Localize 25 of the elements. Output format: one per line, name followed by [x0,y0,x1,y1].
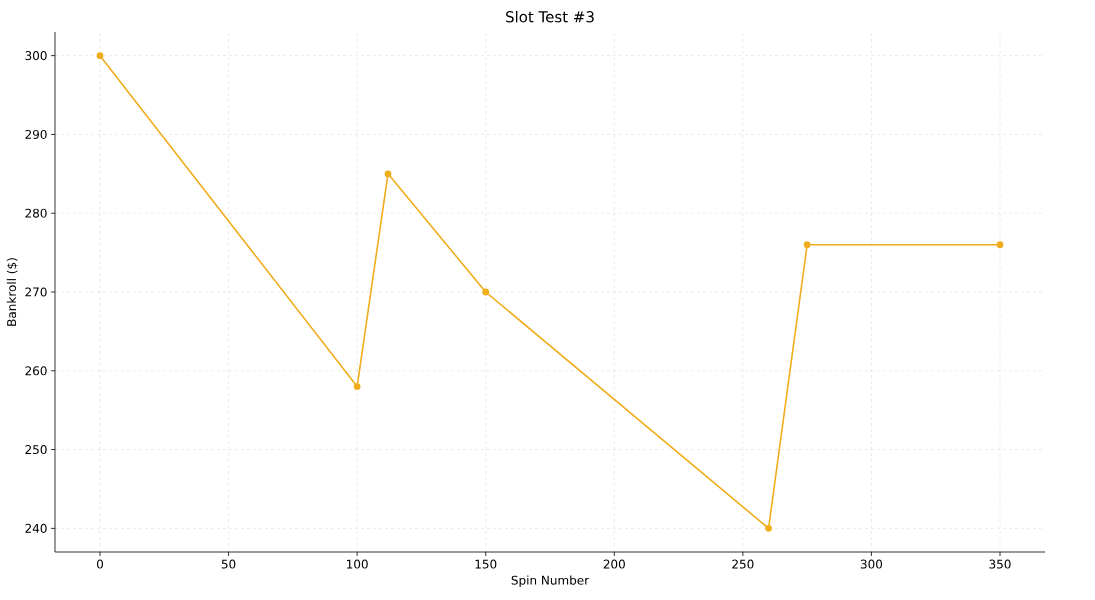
y-tick-label: 250 [25,445,47,455]
y-tick-label: 290 [25,129,47,139]
x-tick-label: 100 [347,559,368,569]
y-tick-label: 270 [25,287,47,297]
point [803,241,811,249]
x-tick-label: 350 [989,559,1011,569]
point [765,524,772,532]
x-tick-label: 50 [221,559,236,569]
y-tick-label: 240 [25,523,47,533]
point [482,288,490,296]
chart-title: Slot Test #3 [506,10,594,23]
point [384,170,392,178]
y-axis-title: Bankroll ($) [6,258,18,326]
x-tick-label: 250 [732,559,754,569]
point [996,241,1004,249]
point [353,383,361,390]
y-tick-label: 300 [25,51,47,61]
x-axis-title: Spin Number [511,575,590,588]
point [96,52,104,60]
y-tick-label: 280 [25,208,47,218]
x-tick-label: 200 [603,559,625,569]
x-tick-label: 0 [96,559,104,569]
x-tick-label: 300 [860,559,883,569]
x-tick-label: 150 [475,559,497,569]
y-tick-label: 260 [25,366,47,376]
